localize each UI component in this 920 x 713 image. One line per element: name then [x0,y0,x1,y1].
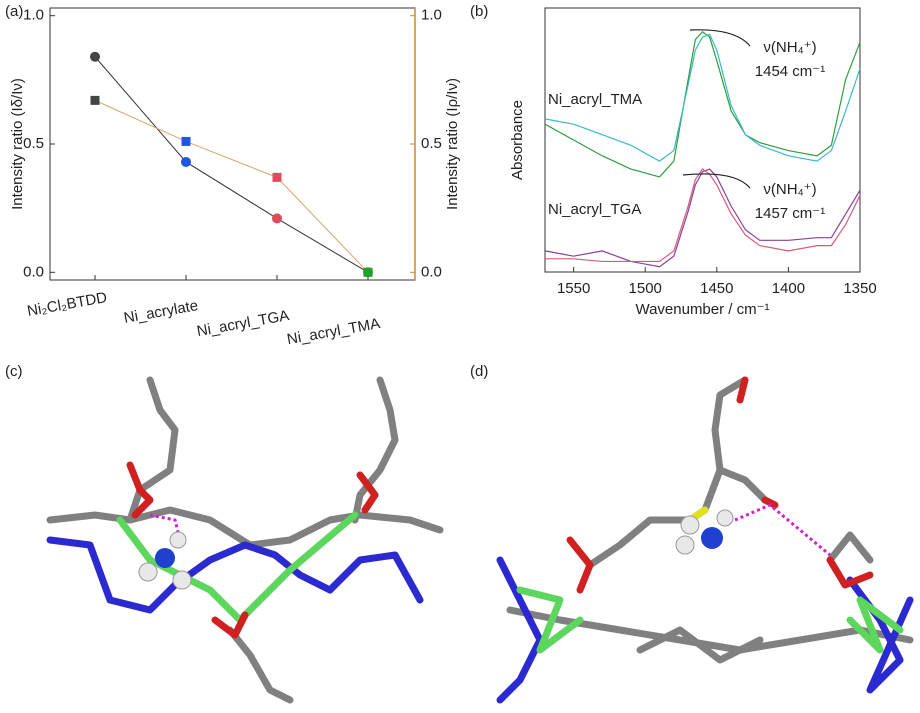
y-axis-label: Absorbance [509,100,526,180]
annotation-arrow [682,173,751,189]
bond [496,556,544,704]
series-label: Ni_acryl_TGA [548,201,641,218]
bond [226,626,294,704]
molecule-c [46,376,444,704]
y2-tick-label: 0.5 [421,135,442,152]
bond [566,536,594,594]
series-line [94,99,369,273]
marker [90,95,100,105]
annotation: ν(NH₄⁺) [763,181,816,198]
y2-axis-label: Intensity ratio (Iρ/Iν) [444,78,461,210]
bond [716,466,769,504]
bond [126,461,154,519]
bond [846,596,904,654]
bond [506,606,914,654]
marker [90,51,100,62]
panel-label: (c) [5,363,23,380]
y2-tick-label: 0.0 [421,263,442,280]
bond [351,376,399,524]
bond [636,626,764,664]
marker [181,156,191,167]
bond [826,531,874,564]
x-tick-label: 1500 [629,280,662,297]
annotation: ν(NH₄⁺) [763,39,816,56]
bond [126,376,179,524]
atom [169,531,187,549]
marker [272,172,282,182]
spectrum-line [544,30,861,178]
bond [211,611,249,639]
plot-frame [49,7,416,281]
bond [356,471,379,514]
y-axis-label: Intensity ratio (Iδ/Iν) [9,78,26,210]
bond [516,586,584,654]
x-tick-label: Ni_acryl_TGA [195,307,290,340]
y-tick-label: 0.0 [23,263,44,280]
marker [181,136,191,146]
annotation: 1454 cm⁻¹ [755,63,825,80]
series-label: Ni_acryl_TMA [548,91,642,108]
x-tick-label: Ni_acrylate [123,297,200,327]
marker [363,267,373,277]
bond [46,506,444,549]
x-tick-label: Ni₂Cl₂BTDD [26,289,109,320]
atom [701,527,723,549]
spectrum-line [544,33,861,162]
bond [761,496,779,509]
bond [736,376,749,404]
bond [826,556,874,589]
molecule-d [496,376,914,704]
plot-frame [544,7,861,273]
x-tick-label: 1550 [557,280,590,297]
x-axis-label: Wavenumber / cm⁻¹ [635,301,769,318]
h-bond [149,513,182,541]
y2-tick-label: 1.0 [421,7,442,24]
atom [716,509,734,527]
bond [116,511,359,624]
bond [46,536,424,614]
atom [680,515,700,535]
atom [172,570,192,590]
x-tick-label: 1400 [772,280,805,297]
panel-label: (b) [470,3,488,20]
y-tick-label: 1.0 [23,7,44,24]
annotation: 1457 cm⁻¹ [755,205,825,222]
x-tick-label: Ni_acryl_TMA [286,315,382,348]
atom [155,548,175,568]
x-tick-label: 1450 [700,280,733,297]
atom [138,562,158,582]
panel-label: (a) [5,3,23,20]
h-bond [734,503,831,557]
marker [272,213,282,224]
x-tick-label: 1350 [843,280,876,297]
annotation-arrow [689,29,751,47]
atom [675,535,695,555]
y-tick-label: 0.5 [23,135,44,152]
panel-label: (d) [470,363,488,380]
series-line [94,56,369,273]
